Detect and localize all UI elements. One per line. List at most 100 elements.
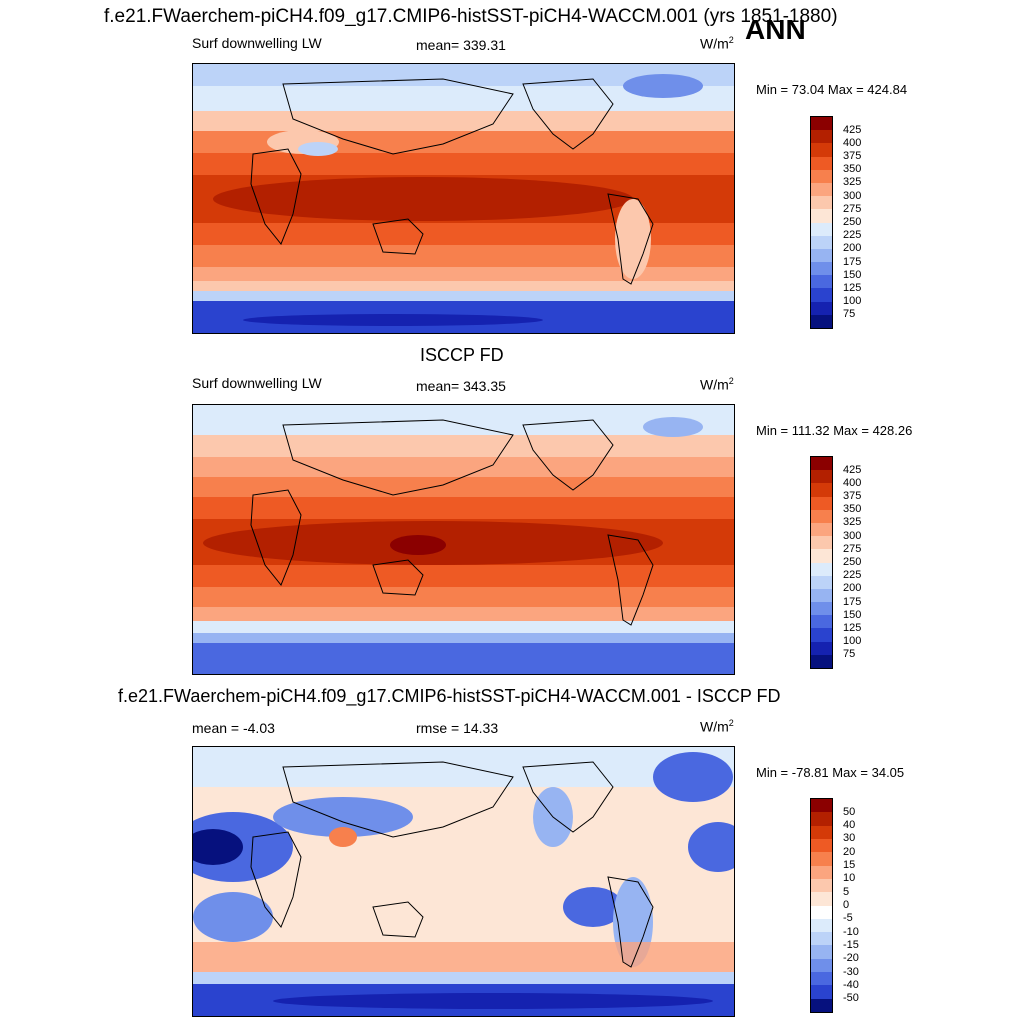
colorbar-swatch — [811, 998, 832, 1012]
colorbar-swatch — [811, 549, 832, 563]
colorbar-swatch — [811, 588, 832, 603]
panel2-map — [192, 404, 735, 675]
colorbar-swatch — [811, 641, 832, 655]
colorbar-swatch — [811, 812, 832, 826]
colorbar-tick-label: 100 — [843, 295, 862, 308]
colorbar-swatch — [811, 196, 832, 210]
colorbar-tick-label: 400 — [843, 476, 862, 489]
colorbar-swatch — [811, 262, 832, 276]
colorbar-tick-label: 425 — [843, 123, 862, 136]
colorbar-swatch — [811, 457, 832, 471]
colorbar-swatch — [811, 838, 832, 853]
season-label: ANN — [745, 14, 806, 45]
colorbar-tick-label: 15 — [843, 859, 856, 872]
colorbar-swatch — [811, 985, 832, 999]
colorbar-tick-label: 275 — [843, 542, 862, 555]
colorbar-swatch — [811, 878, 832, 893]
colorbar-tick-label: 75 — [843, 648, 856, 661]
panel1-units: W/m2 — [700, 35, 734, 52]
panel3-minmax: Min = -78.81 Max = 34.05 — [756, 765, 905, 780]
colorbar-swatch — [811, 562, 832, 576]
colorbar-swatch — [811, 852, 832, 866]
colorbar-tick-label: 325 — [843, 176, 862, 189]
colorbar-swatch — [811, 169, 832, 183]
panel1-variable: Surf downwelling LW — [192, 35, 322, 51]
colorbar-swatch — [811, 536, 832, 550]
panel3-mean: mean = -4.03 — [192, 720, 275, 736]
colorbar-tick-label: 300 — [843, 529, 862, 542]
colorbar-tick-label: 175 — [843, 255, 862, 268]
colorbar-swatch — [811, 182, 832, 197]
colorbar-swatch — [811, 470, 832, 484]
colorbar-swatch — [811, 575, 832, 589]
colorbar-tick-label: 50 — [843, 805, 856, 818]
colorbar-tick-label: -20 — [843, 952, 859, 965]
colorbar-tick-label: -50 — [843, 992, 859, 1005]
colorbar-tick-label: 250 — [843, 556, 862, 568]
panel3-rmse: rmse = 14.33 — [416, 720, 499, 736]
colorbar-swatch — [811, 509, 832, 523]
colorbar-tick-label: 150 — [843, 608, 862, 621]
panel3-title: f.e21.FWaerchem-piCH4.f09_g17.CMIP6-hist… — [118, 686, 781, 706]
colorbar-swatch — [811, 932, 832, 946]
colorbar-swatch — [811, 222, 832, 236]
panel1-mean: mean= 339.31 — [416, 37, 506, 53]
colorbar-tick-label: 225 — [843, 569, 862, 582]
colorbar-swatch — [811, 156, 832, 170]
colorbar-swatch — [811, 918, 832, 933]
colorbar-tick-label: -40 — [843, 978, 859, 991]
colorbar-swatch — [811, 496, 832, 510]
colorbar-tick-label: 200 — [843, 242, 862, 255]
colorbar-swatch — [811, 235, 832, 249]
colorbar-swatch — [811, 615, 832, 629]
colorbar-swatch — [811, 958, 832, 973]
colorbar-swatch — [811, 248, 832, 263]
colorbar-tick-label: 375 — [843, 490, 862, 503]
colorbar-tick-label: 30 — [843, 832, 856, 845]
colorbar-swatch — [811, 945, 832, 959]
colorbar-tick-label: 125 — [843, 621, 862, 634]
main-title: f.e21.FWaerchem-piCH4.f09_g17.CMIP6-hist… — [104, 6, 838, 27]
colorbar-tick-label: 5 — [843, 885, 850, 898]
colorbar-tick-label: 350 — [843, 503, 862, 516]
panel2-variable: Surf downwelling LW — [192, 375, 322, 391]
colorbar-tick-label: 100 — [843, 635, 862, 648]
colorbar-tick-label: 0 — [843, 899, 850, 911]
colorbar-swatch — [811, 483, 832, 497]
panel3-colorbar — [810, 798, 833, 1013]
colorbar-tick-label: 175 — [843, 595, 862, 608]
colorbar-swatch — [811, 892, 832, 906]
colorbar-swatch — [811, 314, 832, 328]
panel3-map — [192, 746, 735, 1017]
colorbar-swatch — [811, 117, 832, 131]
colorbar-swatch — [811, 275, 832, 289]
colorbar-tick-label: 10 — [843, 872, 856, 885]
colorbar-swatch — [811, 288, 832, 302]
colorbar-tick-label: 150 — [843, 268, 862, 281]
colorbar-swatch — [811, 905, 832, 919]
colorbar-swatch — [811, 799, 832, 813]
colorbar-tick-label: 40 — [843, 819, 856, 832]
colorbar-tick-label: -30 — [843, 965, 859, 978]
colorbar-tick-label: 300 — [843, 189, 862, 202]
colorbar-swatch — [811, 602, 832, 616]
colorbar-tick-label: -5 — [843, 912, 853, 925]
colorbar-tick-label: 200 — [843, 582, 862, 595]
colorbar-tick-label: 225 — [843, 229, 862, 242]
colorbar-tick-label: 275 — [843, 202, 862, 215]
panel1-colorbar — [810, 116, 833, 329]
colorbar-swatch — [811, 209, 832, 223]
panel3-units: W/m2 — [700, 718, 734, 735]
colorbar-swatch — [811, 143, 832, 157]
colorbar-swatch — [811, 130, 832, 144]
colorbar-tick-label: 325 — [843, 516, 862, 529]
panel1-map — [192, 63, 735, 334]
colorbar-tick-label: -15 — [843, 938, 859, 951]
panel2-units: W/m2 — [700, 376, 734, 393]
colorbar-tick-label: 75 — [843, 308, 856, 321]
colorbar-tick-label: 400 — [843, 136, 862, 149]
colorbar-swatch — [811, 628, 832, 642]
colorbar-swatch — [811, 865, 832, 879]
colorbar-tick-label: 125 — [843, 281, 862, 294]
panel2-minmax: Min = 111.32 Max = 428.26 — [756, 423, 913, 438]
